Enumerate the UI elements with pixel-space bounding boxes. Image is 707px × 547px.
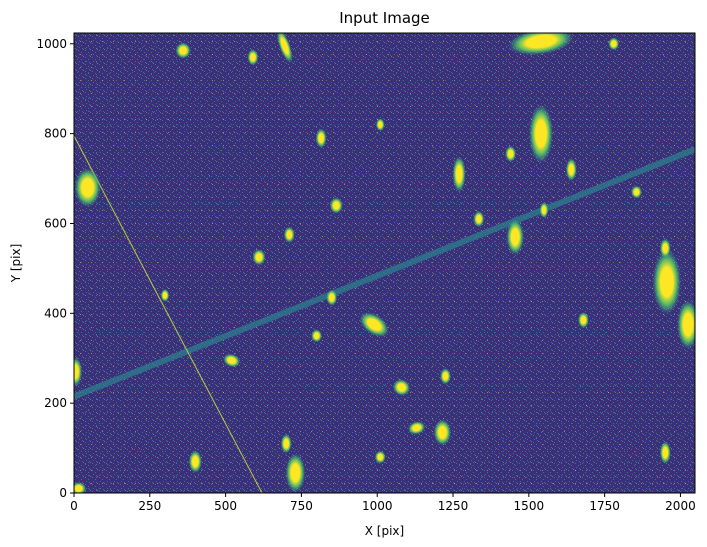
source-1 bbox=[528, 104, 553, 163]
source-10 bbox=[276, 33, 293, 63]
x-tick-label: 250 bbox=[138, 499, 161, 513]
source-22 bbox=[565, 158, 577, 181]
source-38 bbox=[311, 329, 323, 343]
y-axis-label: Y [pix] bbox=[9, 244, 23, 284]
x-tick-label: 1750 bbox=[589, 499, 620, 513]
y-tick-label: 200 bbox=[44, 396, 67, 410]
x-tick-label: 500 bbox=[214, 499, 237, 513]
x-tick-label: 1500 bbox=[514, 499, 545, 513]
source-21 bbox=[473, 210, 485, 228]
source-33 bbox=[608, 37, 620, 51]
source-28 bbox=[283, 226, 295, 243]
source-7 bbox=[506, 219, 524, 255]
image-area bbox=[74, 33, 695, 493]
source-36 bbox=[375, 118, 385, 132]
source-27 bbox=[659, 238, 671, 258]
source-35 bbox=[247, 49, 259, 66]
x-tick-label: 0 bbox=[70, 499, 78, 513]
satellite-trail-thin bbox=[74, 135, 263, 493]
source-23 bbox=[577, 311, 589, 329]
source-37 bbox=[539, 201, 549, 219]
source-24 bbox=[631, 185, 642, 199]
source-8 bbox=[452, 156, 466, 192]
chart-title: Input Image bbox=[339, 9, 430, 27]
source-17 bbox=[252, 249, 266, 266]
source-25 bbox=[505, 145, 517, 162]
streak-layer bbox=[74, 135, 695, 493]
source-30 bbox=[374, 450, 386, 464]
source-2 bbox=[74, 168, 101, 207]
source-4 bbox=[677, 300, 695, 349]
x-tick-label: 1250 bbox=[438, 499, 469, 513]
source-19 bbox=[326, 289, 338, 306]
source-5 bbox=[285, 453, 306, 493]
source-31 bbox=[74, 357, 83, 387]
y-tick-label: 0 bbox=[59, 486, 67, 500]
source-20 bbox=[329, 197, 343, 214]
source-9 bbox=[359, 312, 389, 337]
image-noise-sparse bbox=[74, 33, 695, 493]
source-15 bbox=[315, 128, 327, 148]
source-12 bbox=[188, 450, 202, 473]
source-32 bbox=[74, 482, 87, 493]
source-layer bbox=[74, 33, 695, 493]
source-18 bbox=[408, 421, 426, 435]
source-6 bbox=[433, 419, 452, 446]
x-axis-ticks: 0 250 500 750 1000 1250 1500 1750 2000 bbox=[70, 493, 696, 513]
source-34 bbox=[160, 288, 170, 302]
source-16 bbox=[223, 353, 241, 368]
x-tick-label: 750 bbox=[290, 499, 313, 513]
source-13 bbox=[659, 441, 671, 464]
y-tick-label: 400 bbox=[44, 306, 67, 320]
y-tick-label: 600 bbox=[44, 216, 67, 230]
source-3 bbox=[652, 249, 681, 315]
satellite-trail-wide bbox=[74, 146, 695, 400]
y-tick-label: 1000 bbox=[36, 37, 67, 51]
source-0 bbox=[508, 33, 574, 56]
source-29 bbox=[280, 433, 292, 454]
source-26 bbox=[439, 368, 451, 385]
x-tick-label: 2000 bbox=[665, 499, 696, 513]
source-11 bbox=[175, 42, 191, 59]
plot-frame bbox=[73, 32, 696, 494]
y-tick-label: 800 bbox=[44, 127, 67, 141]
x-axis-label: X [pix] bbox=[365, 524, 404, 538]
y-axis-ticks: 0 200 400 600 800 1000 bbox=[36, 37, 74, 500]
source-14 bbox=[392, 379, 411, 396]
x-tick-label: 1000 bbox=[362, 499, 393, 513]
